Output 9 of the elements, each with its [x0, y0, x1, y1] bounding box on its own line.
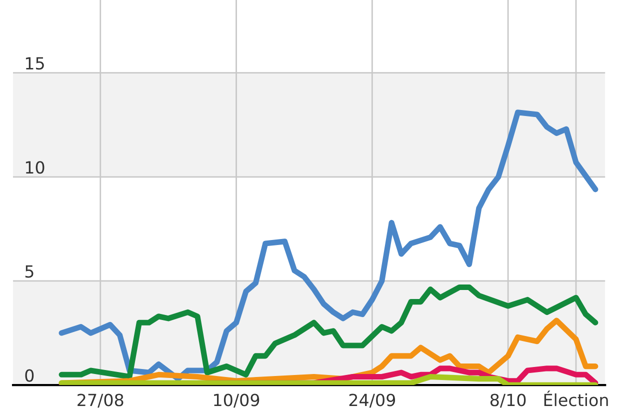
y-tick-label: 0: [25, 369, 34, 382]
x-tick-label: 27/08: [78, 394, 124, 408]
x-tick-label: 24/09: [349, 394, 396, 408]
y-tick-label: 15: [26, 57, 44, 70]
y-tick-label: 10: [26, 161, 44, 174]
x-tick-label: Élection: [544, 390, 608, 406]
x-tick-label: 8/10: [490, 394, 526, 408]
x-tick-label: 10/09: [214, 394, 260, 408]
y-tick-label: 5: [25, 265, 34, 278]
